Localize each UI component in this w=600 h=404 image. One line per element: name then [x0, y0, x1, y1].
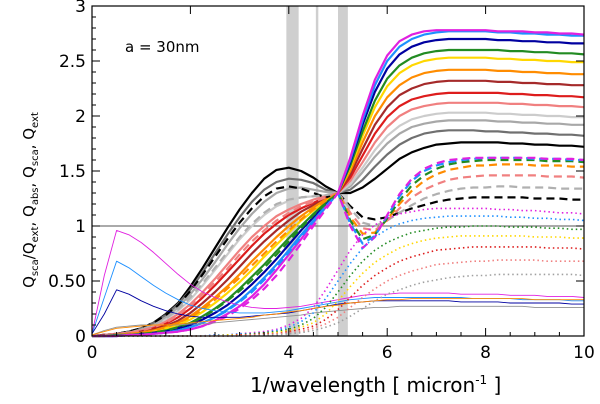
y-label-subscript: ext: [30, 226, 41, 242]
series-line-20: [92, 156, 585, 338]
series-line-14: [91, 185, 584, 338]
x-tick-label: 0: [87, 343, 98, 363]
x-tick-label: 10: [573, 343, 595, 363]
y-label-subscript: ext: [30, 112, 41, 128]
y-label-part: , Q: [20, 128, 38, 149]
y-tick-label: 0: [75, 327, 86, 347]
y-label-subscript: sca: [30, 149, 41, 166]
y-label-subscript: abs: [30, 187, 41, 205]
y-label-part: , Q: [20, 166, 38, 187]
y-label-part: , Q: [20, 205, 38, 226]
series-line-18: [92, 158, 585, 338]
series-line-16: [91, 174, 585, 338]
y-tick-label: 1: [75, 217, 86, 237]
highlight-bands: [286, 6, 348, 336]
y-label-part: Q: [20, 276, 38, 288]
axis-ticks: 0 2 4 6 8 10 0 0.50 1 1.5 2 2.5 3: [48, 0, 595, 363]
x-tick-label: 6: [382, 343, 393, 363]
y-tick-label: 2: [75, 107, 86, 127]
y-label-subscript: sca: [30, 259, 41, 276]
x-tick-label: 8: [480, 343, 491, 363]
y-tick-label: 1.5: [59, 162, 86, 182]
series-line-23: [91, 289, 584, 335]
x-tick-label: 4: [283, 343, 294, 363]
x-tick-label: 2: [185, 343, 196, 363]
y-axis-title: Qsca/Qext, Qabs, Qsca, Qext: [20, 112, 41, 288]
x-axis-title: 1/wavelength [ micron-1 ]: [250, 373, 501, 397]
y-tick-label: 2.5: [59, 52, 86, 72]
y-tick-label: 3: [75, 0, 86, 17]
highlight-band-2: [315, 6, 319, 336]
y-label-part: /Q: [20, 242, 38, 259]
annotation: a = 30nm: [125, 38, 200, 56]
y-tick-label: 0.50: [48, 272, 86, 292]
highlight-band-3: [338, 6, 348, 336]
highlight-band-1: [286, 6, 299, 336]
series-line-25: [91, 298, 584, 336]
series-line-24: [91, 305, 584, 336]
